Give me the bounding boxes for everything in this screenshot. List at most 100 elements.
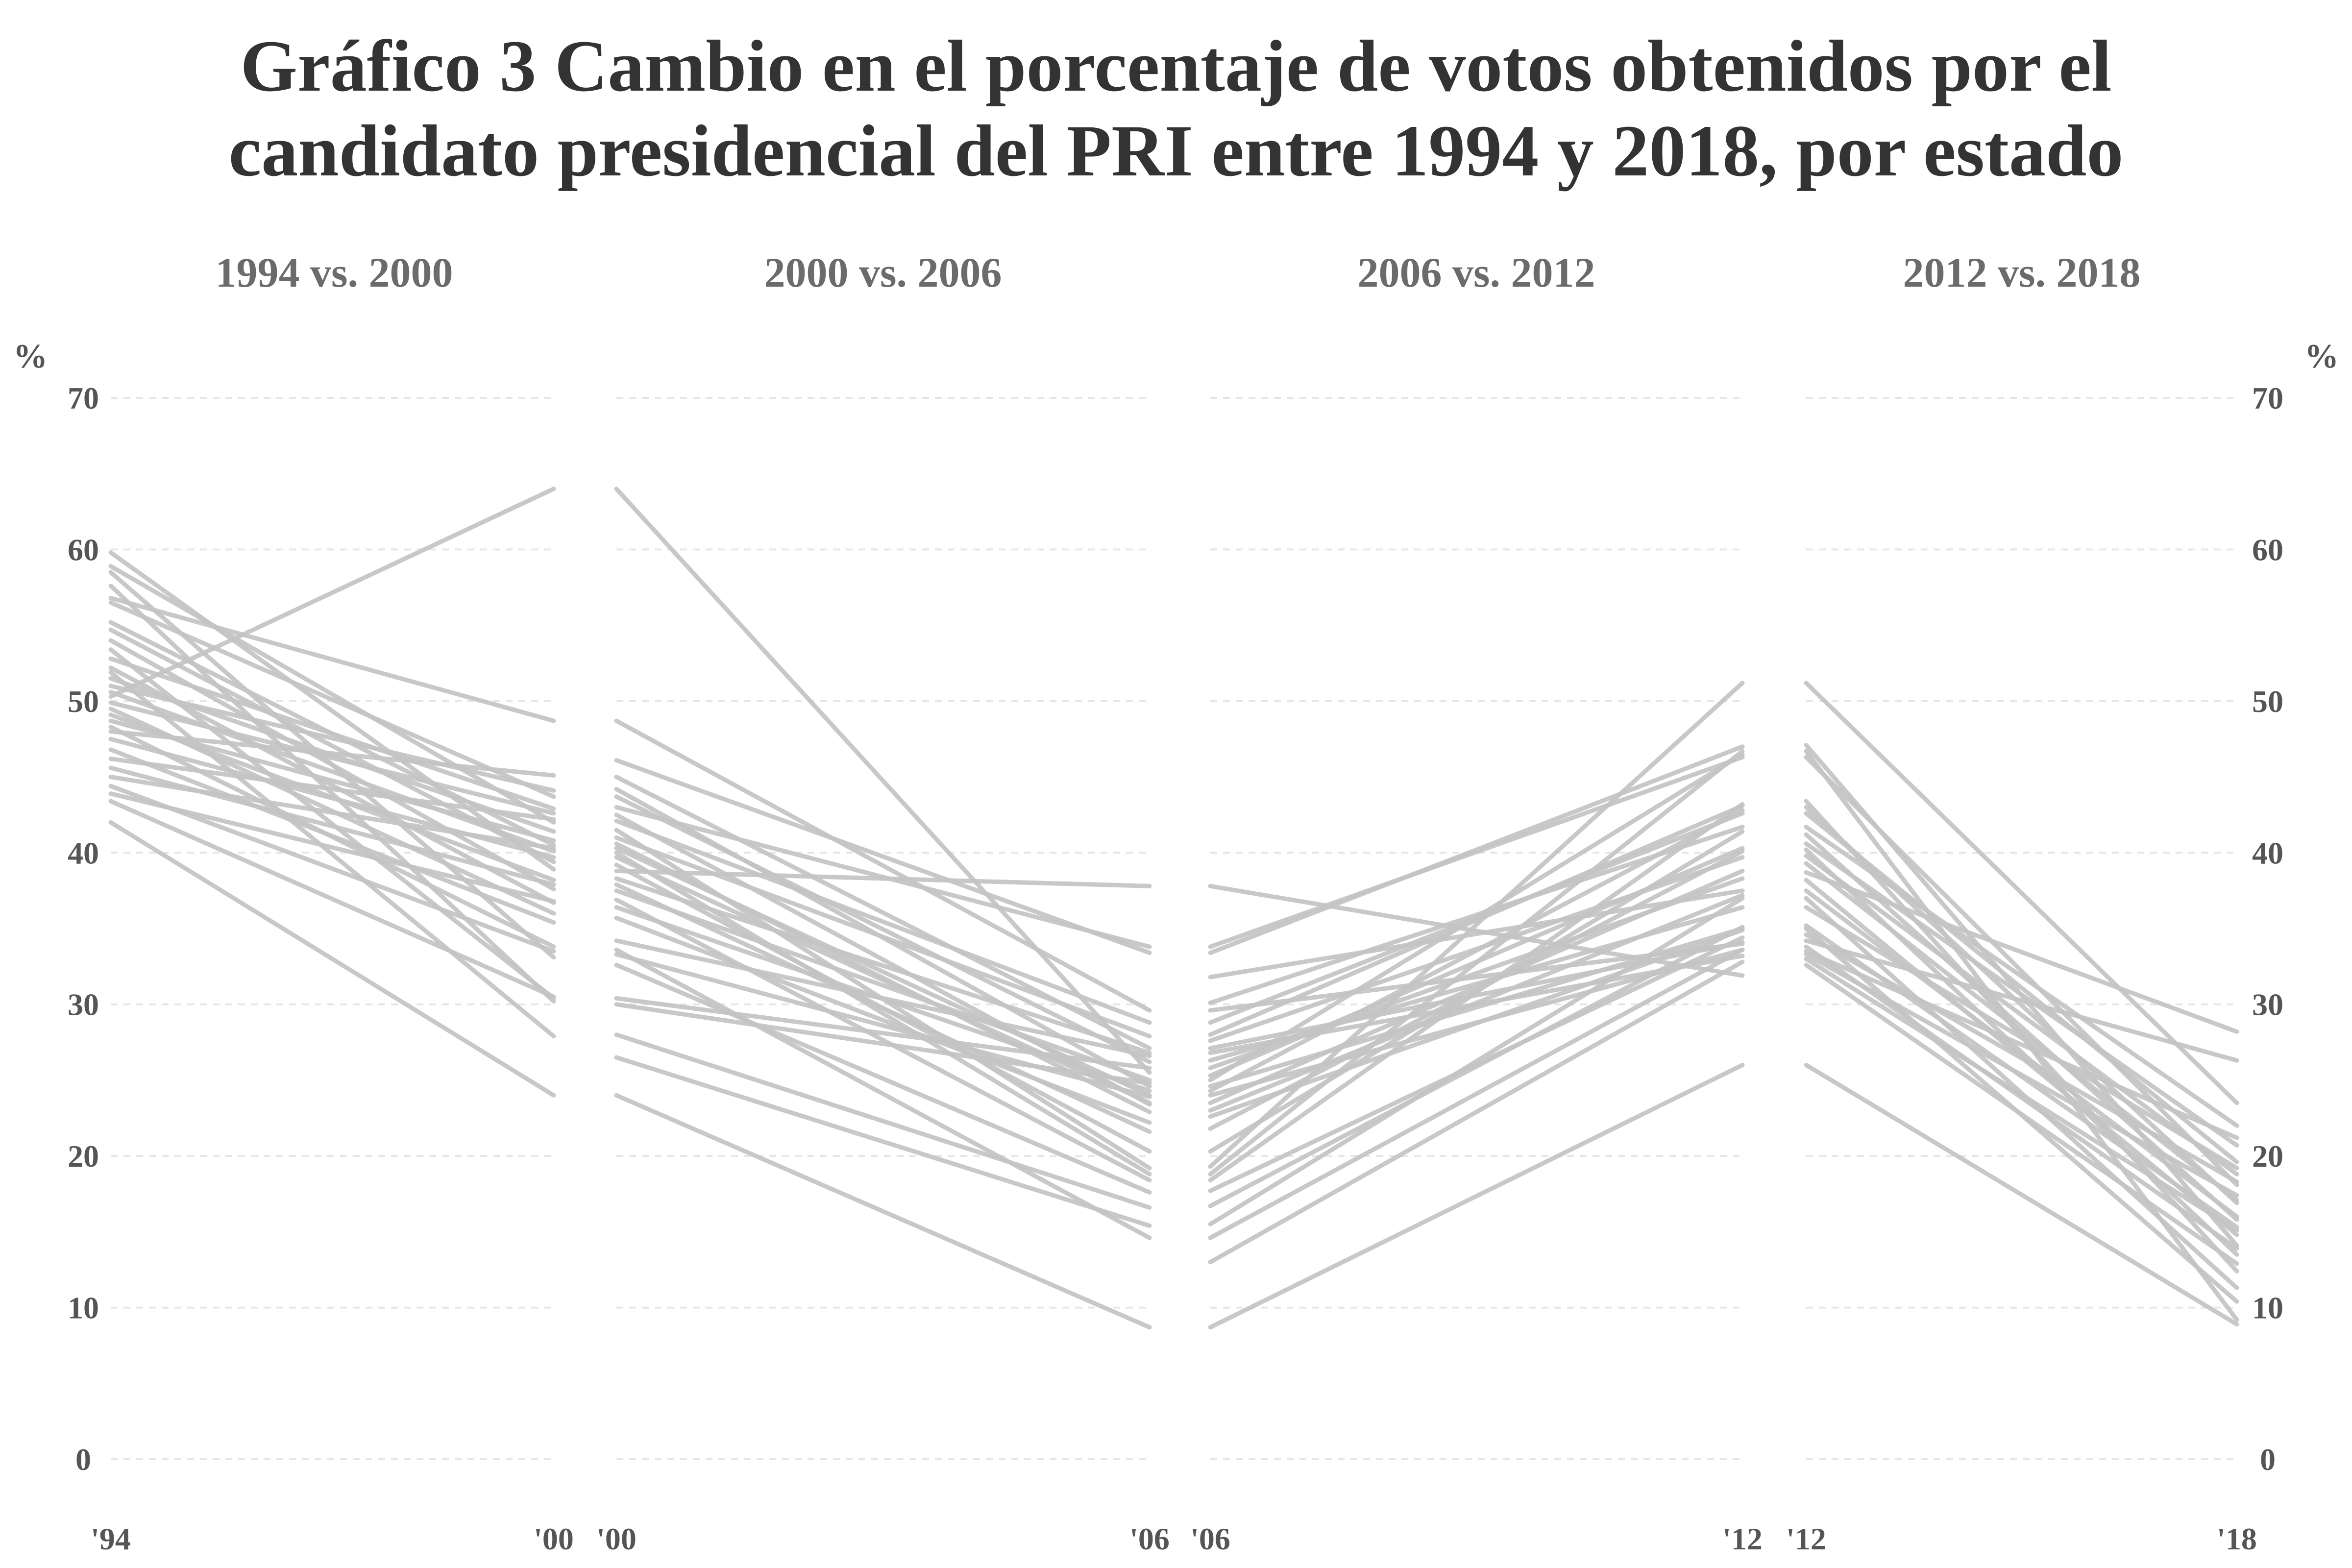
x-tick-panel-3-start: '06 bbox=[1190, 1521, 1230, 1556]
series-line-panel-1-11 bbox=[108, 656, 556, 811]
series-line-panel-4-14 bbox=[1804, 870, 2239, 1034]
series-line-panel-1-30 bbox=[108, 791, 556, 904]
series-line-panel-3-17 bbox=[1208, 808, 1745, 1093]
series-line-panel-2-31 bbox=[614, 1055, 1152, 1228]
series-line-panel-2-6 bbox=[614, 794, 1152, 1064]
series-line-panel-4-24 bbox=[1804, 949, 2239, 1140]
series-line-panel-2-28 bbox=[614, 996, 1152, 1071]
series-line-panel-2-24 bbox=[614, 938, 1152, 1058]
series-line-panel-1-16 bbox=[108, 689, 556, 854]
series-line-panel-4-4 bbox=[1804, 755, 2239, 1187]
y-tick-right-10: 10 bbox=[2252, 1291, 2283, 1325]
series-line-panel-2-23 bbox=[614, 915, 1152, 1125]
series-line-panel-2-18 bbox=[614, 876, 1152, 1055]
series-line-panel-2-11 bbox=[614, 835, 1152, 1039]
series-line-panel-3-25 bbox=[1208, 749, 1745, 1176]
series-line-panel-2-2 bbox=[614, 718, 1152, 1013]
series-line-panel-1-32 bbox=[108, 820, 556, 1098]
series-line-panel-1-6 bbox=[108, 600, 556, 799]
y-tick-left-20: 20 bbox=[68, 1139, 99, 1174]
series-line-panel-1-13 bbox=[108, 670, 556, 1039]
y-tick-right-50: 50 bbox=[2252, 684, 2283, 719]
series-line-panel-3-24 bbox=[1208, 681, 1745, 1169]
plot-area: 0 0 10 10 20 20 30 30 40 40 50 50 60 60 70 70 1994 vs. 2… bbox=[68, 249, 2283, 1556]
series-line-panel-3-8 bbox=[1208, 803, 1745, 1037]
y-tick-right-60: 60 bbox=[2252, 532, 2283, 567]
panel-title-2: 2000 vs. 2006 bbox=[764, 249, 1002, 296]
series-line-panel-3-20 bbox=[1208, 893, 1745, 1113]
series-line-panel-2-3 bbox=[614, 758, 1152, 956]
series-line-panel-2-1 bbox=[614, 487, 1152, 1075]
series-line-panel-1-2 bbox=[108, 564, 556, 825]
series-line-panel-2-13 bbox=[614, 846, 1152, 1098]
series-line-panel-2-30 bbox=[614, 1032, 1152, 1210]
y-tick-right-0: 0 bbox=[2260, 1442, 2276, 1477]
y-tick-left-40: 40 bbox=[68, 835, 99, 870]
y-tick-left-0: 0 bbox=[75, 1442, 91, 1477]
series-line-panel-1-25 bbox=[108, 747, 556, 925]
y-tick-left-30: 30 bbox=[68, 987, 99, 1022]
y-tick-right-40: 40 bbox=[2252, 835, 2283, 870]
series-line-panel-4-13 bbox=[1804, 861, 2239, 1202]
series-line-panel-1-17 bbox=[108, 487, 556, 699]
series-line-panel-4-10 bbox=[1804, 841, 2239, 1148]
series-line-panel-4-23 bbox=[1804, 944, 2239, 1251]
x-tick-panel-1-end: '00 bbox=[534, 1521, 574, 1556]
panel-title-4: 2012 vs. 2018 bbox=[1903, 249, 2141, 296]
y-axis-label-right: % bbox=[2304, 338, 2339, 375]
series-line-panel-4-22 bbox=[1804, 938, 2239, 1063]
series-line-panel-3-3 bbox=[1208, 744, 1745, 956]
series-line-panel-2-17 bbox=[614, 868, 1152, 888]
y-axis-label-left: % bbox=[13, 338, 48, 375]
series-line-panel-1-31 bbox=[108, 799, 556, 999]
series-line-panel-1-23 bbox=[108, 729, 556, 778]
series-line-panel-2-21 bbox=[614, 897, 1152, 1183]
series-line-panel-4-21 bbox=[1804, 932, 2239, 1184]
series-line-panel-3-15 bbox=[1208, 752, 1745, 1082]
series-line-panel-1-4 bbox=[108, 584, 556, 1004]
series-line-panel-4-16 bbox=[1804, 888, 2239, 1219]
series-line-panel-4-7 bbox=[1804, 811, 2239, 1165]
x-tick-panel-2-end: '06 bbox=[1129, 1521, 1170, 1556]
series-line-panel-3-32 bbox=[1208, 1062, 1745, 1330]
y-tick-left-10: 10 bbox=[68, 1291, 99, 1325]
chart-title-line-1: Gráfico 3 Cambio en el porcentaje de vot… bbox=[240, 25, 2111, 107]
series-line-panel-2-32 bbox=[614, 1093, 1152, 1330]
series-line-panel-3-19 bbox=[1208, 868, 1745, 1105]
series-line-panel-3-30 bbox=[1208, 947, 1745, 1240]
series-line-panel-4-27 bbox=[1804, 962, 2239, 1266]
chart-title-line-2: candidato presidencial del PRI entre 199… bbox=[229, 110, 2124, 192]
series-line-panel-1-15 bbox=[108, 684, 556, 793]
x-tick-panel-2-start: '00 bbox=[596, 1521, 637, 1556]
series-line-panel-2-25 bbox=[614, 947, 1152, 1240]
panel-title-3: 2006 vs. 2012 bbox=[1358, 249, 1595, 296]
series-line-panel-3-31 bbox=[1208, 959, 1745, 1265]
series-line-panel-2-15 bbox=[614, 855, 1152, 1105]
x-tick-panel-4-start: '12 bbox=[1786, 1521, 1826, 1556]
series-line-panel-2-14 bbox=[614, 850, 1152, 1176]
y-tick-right-70: 70 bbox=[2252, 381, 2283, 416]
series-line-panel-1-1 bbox=[108, 550, 556, 872]
series-line-panel-4-25 bbox=[1804, 952, 2239, 1198]
series-line-panel-4-28 bbox=[1804, 1062, 2239, 1327]
series-line-panel-4-26 bbox=[1804, 956, 2239, 1233]
series-line-panel-3-4 bbox=[1208, 888, 1745, 980]
series-line-panel-4-12 bbox=[1804, 853, 2239, 1176]
series-line-panel-3-29 bbox=[1208, 896, 1745, 1226]
y-tick-left-50: 50 bbox=[68, 684, 99, 719]
series-line-panel-1-5 bbox=[108, 595, 556, 723]
series-line-panel-1-26 bbox=[108, 756, 556, 822]
series-line-panel-3-26 bbox=[1208, 802, 1745, 1183]
series-line-panel-3-28 bbox=[1208, 925, 1745, 1208]
series-line-panel-1-18 bbox=[108, 700, 556, 816]
y-tick-left-60: 60 bbox=[68, 532, 99, 567]
series-line-panel-4-8 bbox=[1804, 825, 2239, 1128]
series-line-panel-2-26 bbox=[614, 952, 1152, 1099]
series-line-panel-4-1 bbox=[1804, 681, 2239, 1105]
x-tick-panel-1-start: '94 bbox=[91, 1521, 131, 1556]
series-line-panel-4-18 bbox=[1804, 905, 2239, 1171]
series-line-panel-2-29 bbox=[614, 1002, 1152, 1086]
x-tick-panel-4-end: '18 bbox=[2217, 1521, 2257, 1556]
x-tick-panel-3-end: '12 bbox=[1722, 1521, 1763, 1556]
